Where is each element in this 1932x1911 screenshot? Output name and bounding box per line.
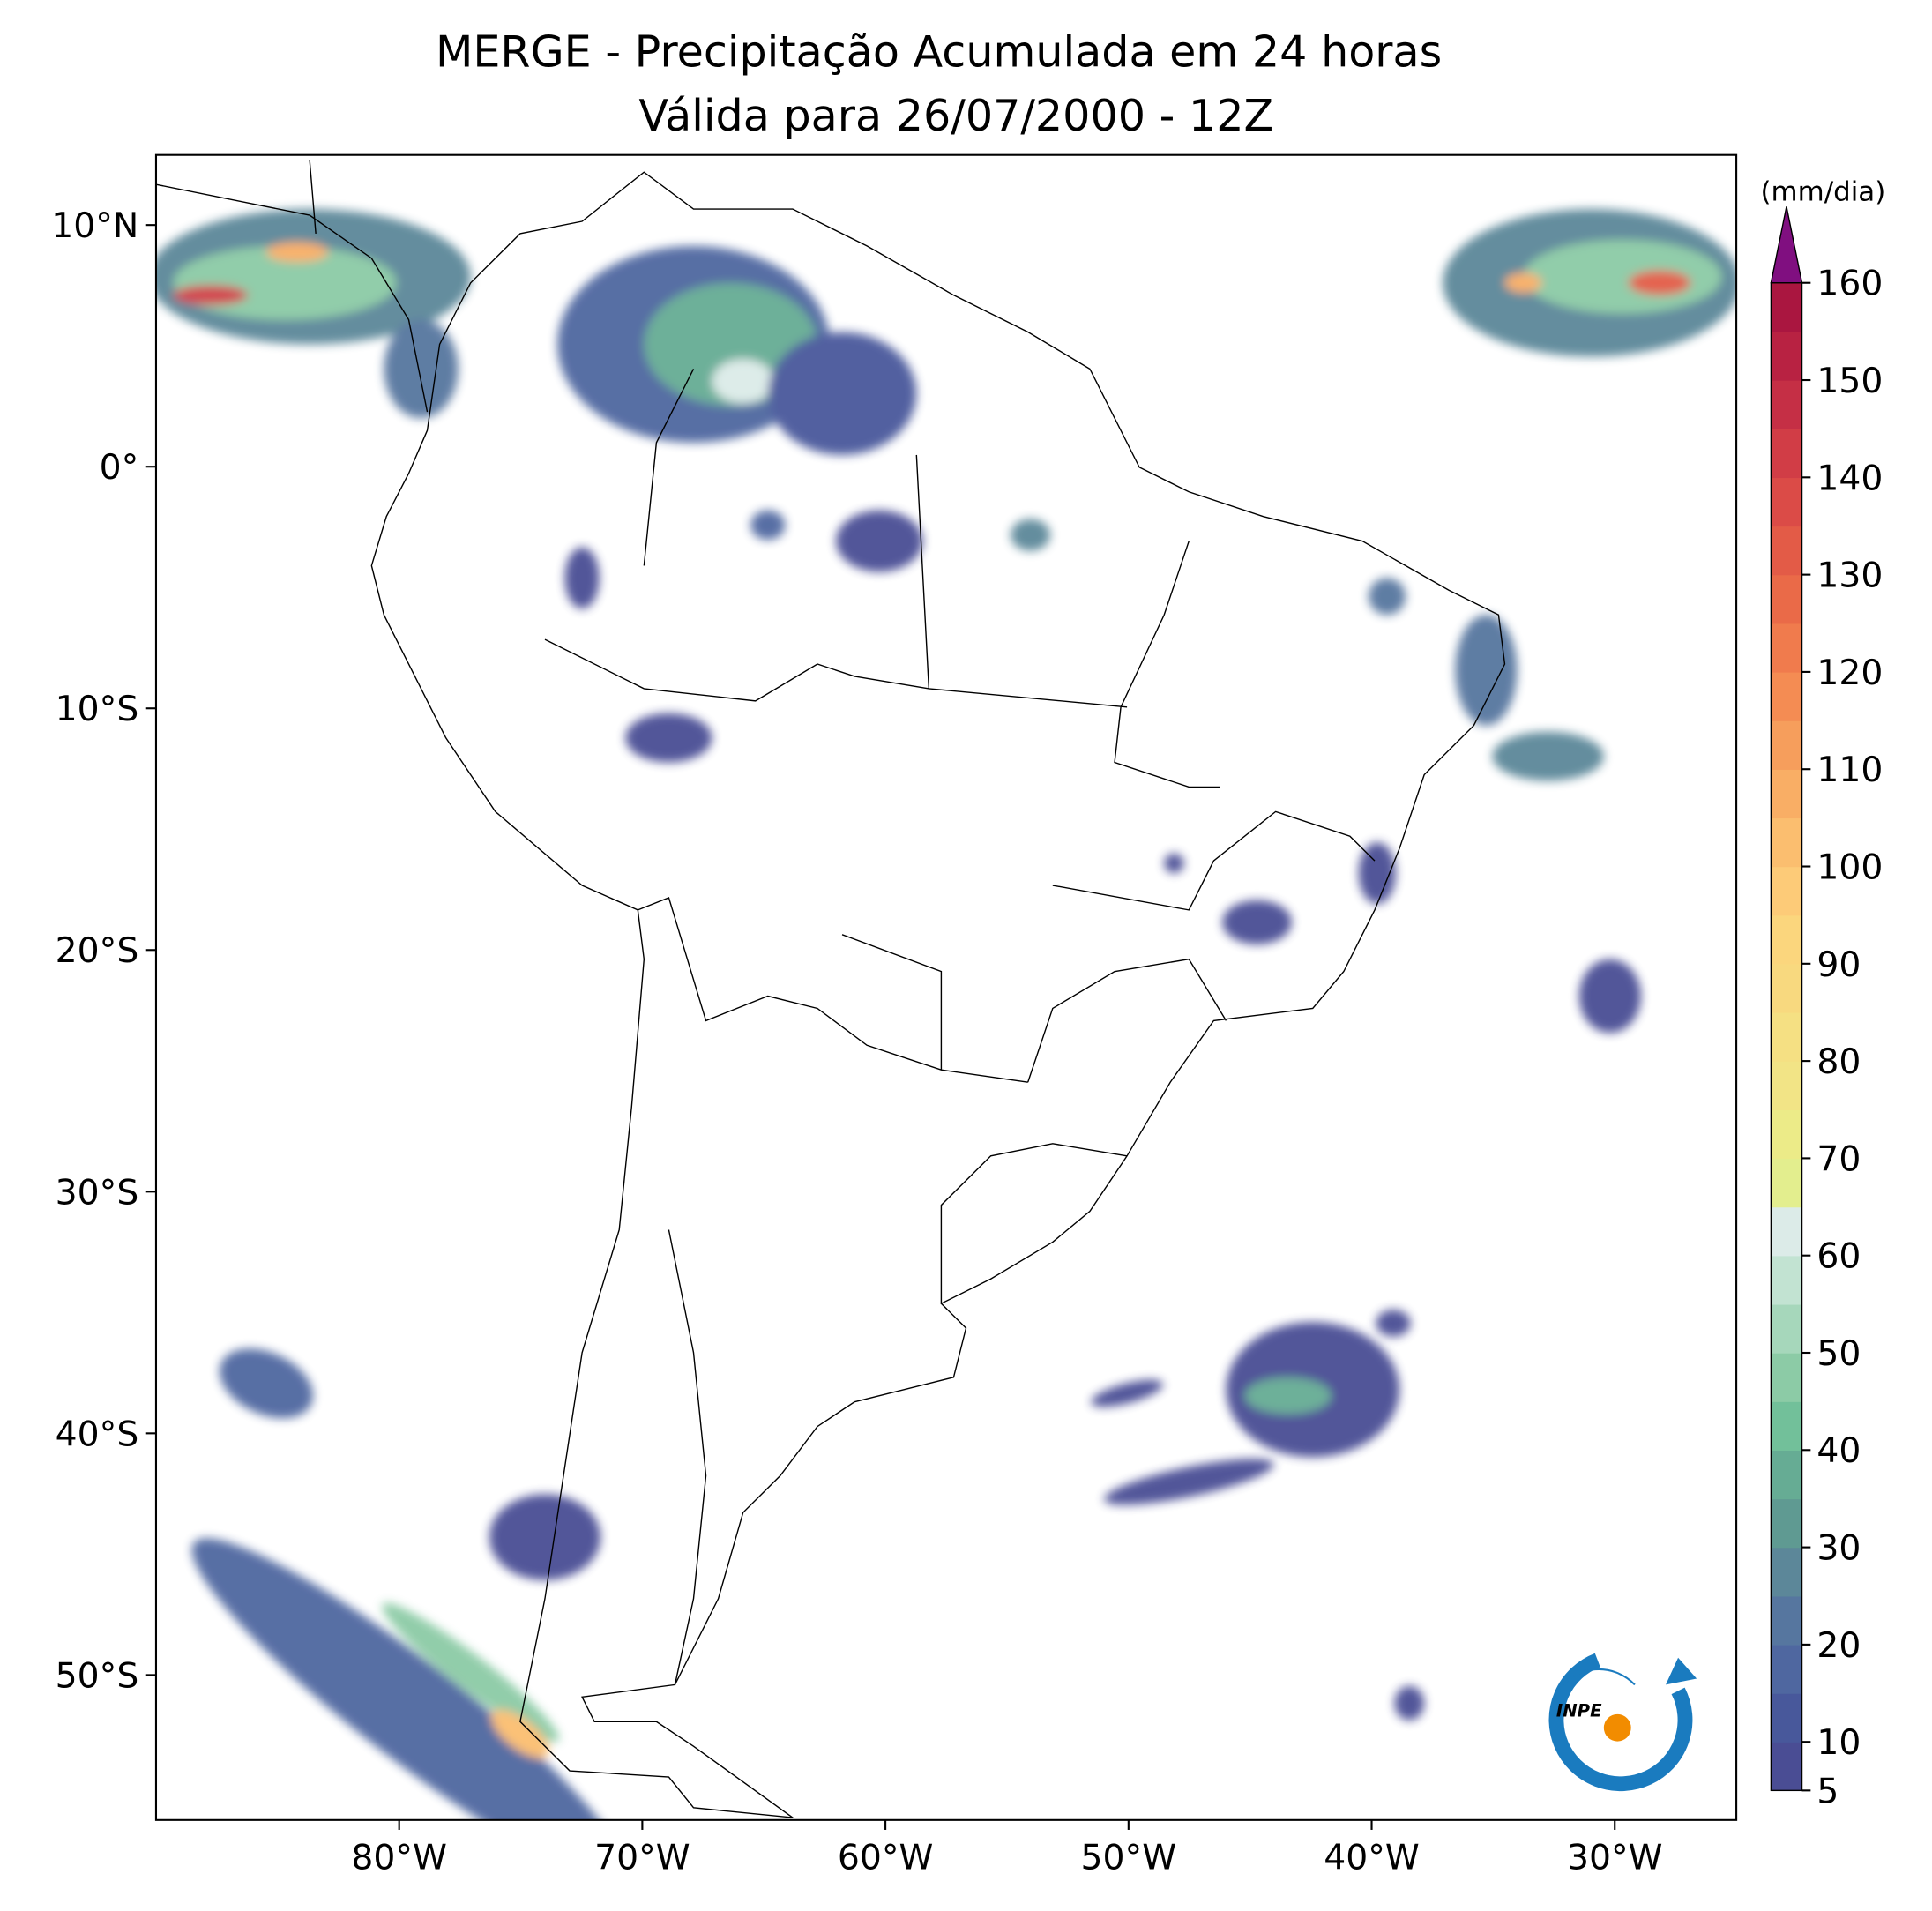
colorbar-label: (mm/dia) — [1761, 175, 1886, 207]
colorbar-tick-label: 80 — [1816, 1042, 1861, 1082]
colorbar-band — [1771, 1353, 1802, 1402]
colorbar-band — [1771, 477, 1802, 527]
x-tick-label: 30°W — [1567, 1839, 1663, 1878]
precip-field — [155, 209, 1737, 1820]
colorbar-band — [1771, 282, 1802, 332]
central-america — [155, 160, 429, 413]
x-tick-label: 50°W — [1081, 1839, 1177, 1878]
x-tick-label: 60°W — [838, 1839, 934, 1878]
colorbar-band — [1771, 1693, 1802, 1743]
colorbar-tick-label: 100 — [1816, 848, 1883, 888]
colorbar-band — [1771, 1644, 1802, 1694]
colorbar-band — [1771, 769, 1802, 819]
y-tick-label: 10°N — [51, 206, 138, 246]
colorbar-band — [1771, 331, 1802, 381]
y-tick-label: 30°S — [56, 1173, 139, 1213]
colorbar-tick-label: 10 — [1816, 1723, 1861, 1763]
y-tick-label: 20°S — [56, 931, 139, 971]
colorbar-band — [1771, 1109, 1802, 1160]
subtitle: Válida para 26/07/2000 - 12Z — [638, 91, 1273, 141]
colorbar-band — [1771, 526, 1802, 576]
coastline — [370, 171, 1506, 1818]
colorbar-band — [1771, 1595, 1802, 1646]
colorbar-tick-label: 90 — [1816, 945, 1861, 985]
logo-text: INPE — [1556, 1701, 1602, 1721]
map-frame — [154, 153, 1738, 1821]
y-tick-label: 50°S — [56, 1656, 139, 1696]
logo: INPE — [1548, 1653, 1697, 1792]
colorbar-tick-label: 70 — [1816, 1139, 1861, 1179]
map-area: INPE — [155, 160, 1737, 1820]
colorbar-extend — [1770, 206, 1803, 284]
colorbar-band — [1771, 1450, 1802, 1500]
colorbar-band — [1771, 963, 1802, 1013]
y-tick-label: 10°S — [56, 690, 139, 729]
x-tick-label: 70°W — [594, 1839, 690, 1878]
colorbar-band — [1771, 1255, 1802, 1305]
colorbar-band — [1771, 720, 1802, 770]
colorbar-tick-label: 120 — [1816, 653, 1883, 693]
colorbar-band — [1771, 914, 1802, 965]
colorbar-band — [1771, 1401, 1802, 1451]
colorbar-band — [1771, 380, 1802, 429]
colorbar-tick-label: 60 — [1816, 1237, 1861, 1277]
x-tick-label: 40°W — [1324, 1839, 1420, 1878]
colorbar-band — [1771, 1011, 1802, 1062]
y-tick-label: 0° — [100, 448, 139, 488]
colorbar-tick-label: 50 — [1816, 1334, 1861, 1374]
y-tick-label: 40°S — [56, 1415, 139, 1454]
colorbar-tick-label: 5 — [1816, 1772, 1839, 1811]
x-tick-label: 80°W — [351, 1839, 447, 1878]
colorbar-band — [1771, 1158, 1802, 1208]
colorbar-band — [1771, 1303, 1802, 1354]
colorbar-tick-label: 140 — [1816, 459, 1883, 498]
colorbar-band — [1771, 1206, 1802, 1257]
colorbar-band — [1771, 623, 1802, 673]
colorbar-band — [1771, 817, 1802, 868]
colorbar-band — [1771, 1498, 1802, 1549]
colorbar-tick-label: 150 — [1816, 362, 1883, 401]
colorbar-band — [1771, 574, 1802, 624]
colorbar-band — [1771, 671, 1802, 721]
colorbar-band — [1771, 1547, 1802, 1597]
borders — [544, 369, 1376, 1685]
title: MERGE - Precipitação Acumulada em 24 hor… — [436, 26, 1442, 77]
colorbar-tick-label: 160 — [1816, 265, 1883, 304]
colorbar-band — [1771, 1742, 1802, 1792]
colorbar-frame — [1770, 282, 1803, 1792]
colorbar-band — [1771, 429, 1802, 479]
colorbar-band — [1771, 1061, 1802, 1110]
colorbar-tick-label: 20 — [1816, 1626, 1861, 1666]
colorbar-tick-label: 40 — [1816, 1431, 1861, 1471]
colorbar-tick-label: 130 — [1816, 556, 1883, 596]
colorbar-tick-label: 30 — [1816, 1529, 1861, 1569]
colorbar-tick-label: 110 — [1816, 750, 1883, 790]
colorbar-band — [1771, 866, 1802, 916]
